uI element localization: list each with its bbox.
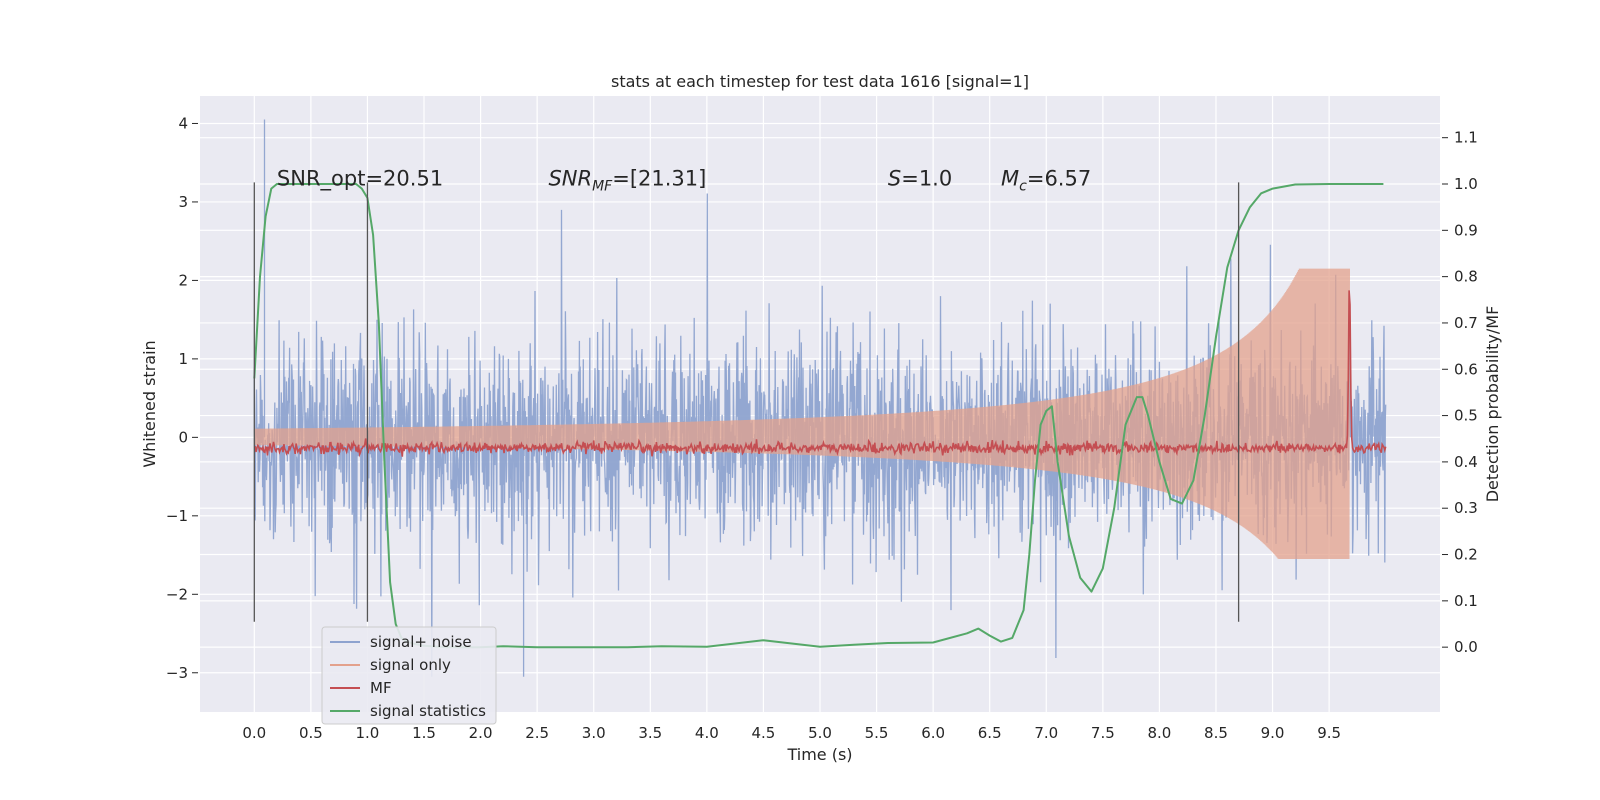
- y-tick-label: 1: [178, 350, 188, 368]
- annotation-value: =6.57: [1027, 166, 1091, 190]
- series-layer: [253, 119, 1387, 677]
- x-tick-label: 3.5: [638, 724, 662, 742]
- x-tick-label: 9.0: [1261, 724, 1285, 742]
- annotations: SNR_opt=20.51 SNRMF=[21.31] S=1.0 Mc=6.57: [277, 166, 1091, 194]
- series-mf: [254, 290, 1387, 458]
- y-tick-label: −1: [166, 507, 188, 525]
- x-tick-label: 0.0: [242, 724, 266, 742]
- annotation-value: =1.0: [901, 166, 952, 190]
- y-tick-label: 2: [178, 271, 188, 289]
- y2-tick-label: 0.6: [1454, 360, 1478, 378]
- x-tick-label: 8.5: [1204, 724, 1228, 742]
- overlay-layer: [253, 182, 1384, 649]
- series-signal-only: [253, 268, 1350, 560]
- y2-tick-label: 0.1: [1454, 592, 1478, 610]
- x-tick-label: 6.0: [921, 724, 945, 742]
- annotation: Mc=6.57: [1001, 166, 1091, 194]
- x-tick-label: 1.5: [412, 724, 436, 742]
- y2-tick-label: 1.1: [1454, 129, 1478, 147]
- y-tick-label: 0: [178, 428, 188, 446]
- y2-tick-label: 0.9: [1454, 221, 1478, 239]
- x-tick-label: 4.5: [752, 724, 776, 742]
- y2-tick-label: 0.8: [1454, 268, 1478, 286]
- y2-tick-label: 0.7: [1454, 314, 1478, 332]
- y2-tick-label: 0.5: [1454, 407, 1478, 425]
- y2-axis-label: Detection probability/MF: [1483, 306, 1502, 503]
- y-axis-label: Whitened strain: [140, 340, 159, 467]
- annotation-value: =[21.31]: [612, 166, 706, 190]
- legend-label: MF: [370, 679, 392, 697]
- y-tick-label: 4: [178, 114, 188, 132]
- annotation: SNR_opt=20.51: [277, 166, 443, 191]
- y2-tick-label: 0.0: [1454, 638, 1478, 656]
- x-tick-label: 2.0: [469, 724, 493, 742]
- legend-label: signal statistics: [370, 702, 486, 720]
- y-tick-label: 3: [178, 193, 188, 211]
- annotation: SNRMF=[21.31]: [548, 166, 706, 194]
- x-tick-label: 7.5: [1091, 724, 1115, 742]
- ticks: 0.0 0.5 1.0 1.5 2.0 2.5 3.0 3.5 4.0 4.5 5.0 5.5 6.0 6…: [166, 114, 1478, 742]
- x-axis-label: Time (s): [786, 745, 852, 764]
- annotation-subscript: c: [1019, 178, 1027, 194]
- x-tick-label: 8.0: [1147, 724, 1171, 742]
- legend-label: signal only: [370, 656, 451, 674]
- y-tick-label: −2: [166, 585, 188, 603]
- y2-tick-label: 0.2: [1454, 546, 1478, 564]
- x-tick-label: 4.0: [695, 724, 719, 742]
- x-tick-label: 6.5: [978, 724, 1002, 742]
- chart-title: stats at each timestep for test data 161…: [611, 72, 1029, 91]
- x-tick-label: 3.0: [582, 724, 606, 742]
- x-tick-label: 9.5: [1317, 724, 1341, 742]
- x-tick-label: 0.5: [299, 724, 323, 742]
- annotation: S=1.0: [888, 166, 952, 190]
- y2-tick-label: 0.3: [1454, 499, 1478, 517]
- annotation-symbol: SNR: [548, 166, 592, 190]
- y2-tick-label: 1.0: [1454, 175, 1478, 193]
- x-tick-label: 5.0: [808, 724, 832, 742]
- legend-label: signal+ noise: [370, 633, 472, 651]
- x-tick-label: 2.5: [525, 724, 549, 742]
- annotation-subscript: MF: [592, 178, 613, 194]
- x-tick-label: 7.0: [1034, 724, 1058, 742]
- y-tick-label: −3: [166, 664, 188, 682]
- legend-box: [321, 626, 497, 725]
- legend: signal+ noise signal only MF signal statist…: [321, 626, 497, 725]
- series-signal-statistics: [253, 183, 1384, 649]
- x-tick-label: 5.5: [865, 724, 889, 742]
- annotation-symbol: M: [1001, 166, 1019, 190]
- y2-tick-label: 0.4: [1454, 453, 1478, 471]
- annotation-symbol: S: [888, 166, 901, 190]
- x-tick-label: 1.0: [356, 724, 380, 742]
